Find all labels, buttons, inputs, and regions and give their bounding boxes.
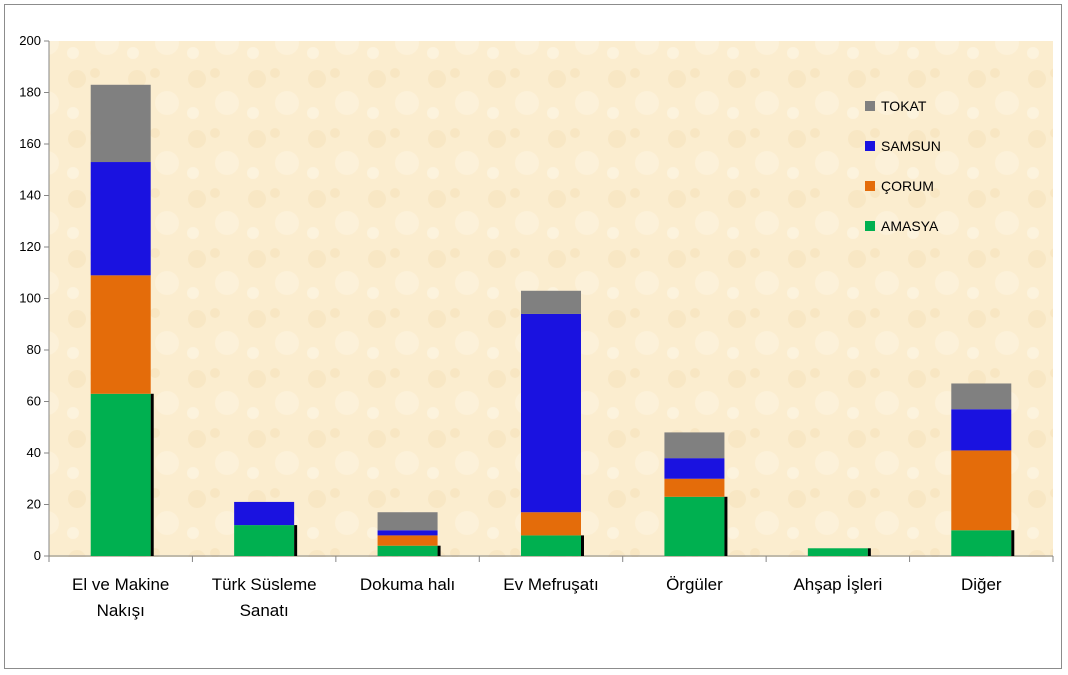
bar-shadow (150, 393, 154, 556)
y-tick-label: 100 (19, 291, 41, 306)
bar-segment-amasya (90, 393, 151, 556)
bar-segment-samsun (664, 458, 725, 479)
bar-segment-samsun (90, 162, 151, 276)
legend-swatch (865, 141, 875, 151)
stacked-bar-chart: 0 20 40 60 80 100 120 140 160 180 200 El ve Makine… (19, 33, 1054, 620)
bar-segment-tokat (90, 84, 151, 163)
bar-shadow (437, 545, 441, 556)
x-category-label: Diğer (961, 575, 1002, 594)
x-category-label: Dokuma halı (360, 575, 455, 594)
bar-segment-samsun (234, 501, 295, 526)
legend-swatch (865, 101, 875, 111)
bar-shadow (1011, 530, 1015, 556)
bar-segment-tokat (664, 432, 725, 459)
y-tick-label: 0 (34, 548, 41, 563)
bar-segment-amasya (807, 548, 868, 556)
legend-swatch (865, 221, 875, 231)
x-category-label: Ev Mefruşatı (503, 575, 598, 594)
y-tick-label: 180 (19, 85, 41, 100)
bar-segment-çorum (377, 535, 438, 546)
y-axis: 0 20 40 60 80 100 120 140 160 180 200 (19, 33, 50, 563)
bars (90, 84, 1015, 556)
bar-segment-amasya (377, 545, 438, 556)
y-tick-label: 40 (27, 445, 41, 460)
x-category-label: Türk Süsleme (212, 575, 317, 594)
bar-segment-tokat (951, 383, 1012, 410)
bar-segment-tokat (377, 512, 438, 531)
x-category-label: Nakışı (97, 601, 145, 620)
legend-label: SAMSUN (881, 138, 941, 154)
bar-segment-tokat (521, 290, 581, 314)
x-category-label: Örgüler (666, 575, 723, 594)
y-tick-label: 60 (27, 394, 41, 409)
y-tick-label: 20 (27, 497, 41, 512)
bar-segment-samsun (521, 313, 581, 513)
bar-shadow (724, 496, 728, 556)
bar-shadow (867, 548, 871, 556)
bar-segment-amasya (521, 535, 581, 556)
x-axis: El ve Makine Nakışı Türk Süsleme Sanatı Doku… (48, 555, 1054, 620)
y-tick-label: 200 (19, 33, 41, 48)
chart-frame: 0 20 40 60 80 100 120 140 160 180 200 El ve Makine… (4, 4, 1062, 669)
x-category-label: Sanatı (240, 601, 289, 620)
bar-segment-çorum (951, 450, 1012, 531)
x-category-label: Ahşap İşleri (793, 575, 882, 594)
y-tick-label: 120 (19, 239, 41, 254)
legend: TOKAT SAMSUN ÇORUM AMASYA (865, 98, 941, 234)
x-category-label: El ve Makine (72, 575, 169, 594)
bar-segment-çorum (521, 512, 581, 536)
bar-segment-amasya (664, 496, 725, 556)
legend-label: TOKAT (881, 98, 927, 114)
legend-label: AMASYA (881, 218, 939, 234)
bar-segment-samsun (377, 530, 438, 536)
bar-shadow (581, 535, 584, 556)
bar-segment-amasya (234, 525, 295, 556)
bar-segment-samsun (951, 409, 1012, 451)
legend-label: ÇORUM (881, 178, 934, 194)
bar-segment-çorum (90, 275, 151, 394)
bar-shadow (294, 525, 298, 556)
y-tick-label: 80 (27, 342, 41, 357)
bar-segment-çorum (664, 478, 725, 497)
legend-swatch (865, 181, 875, 191)
y-tick-label: 140 (19, 188, 41, 203)
y-tick-label: 160 (19, 136, 41, 151)
bar-segment-amasya (951, 530, 1012, 556)
